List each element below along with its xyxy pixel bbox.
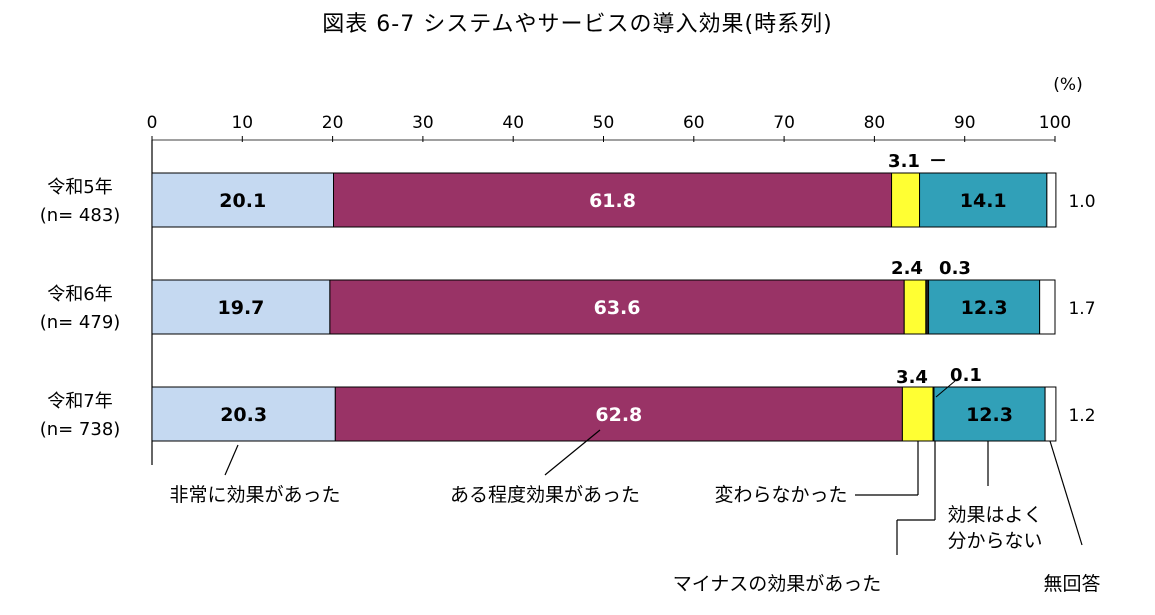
bar-segment — [151, 279, 331, 335]
legend-leader-line — [224, 444, 239, 476]
data-label: 12.3 — [966, 404, 1013, 426]
bar-segment — [151, 386, 336, 442]
data-label: 3.4 — [896, 367, 928, 388]
category-n-label: (n= 479) — [40, 312, 121, 333]
data-label: 2.4 — [891, 258, 923, 279]
x-tick-label: 70 — [773, 113, 795, 133]
x-tick-label: 40 — [502, 113, 524, 133]
category-label: 令和7年 — [47, 391, 112, 412]
bar-segment — [329, 279, 905, 335]
data-label: 1.2 — [1068, 406, 1095, 426]
category-n-label: (n= 738) — [40, 419, 121, 440]
data-label: 1.7 — [1068, 299, 1095, 319]
bar-segment — [901, 386, 934, 442]
x-tick-label: 10 — [231, 113, 253, 133]
bar-segment — [1039, 279, 1056, 335]
data-label: 62.8 — [595, 404, 642, 426]
data-label: 14.1 — [960, 190, 1007, 212]
legend-label: 無回答 — [1043, 573, 1100, 595]
data-label: 1.0 — [1068, 192, 1095, 212]
legend-label: 非常に効果があった — [169, 484, 340, 506]
legend-label: 効果はよく — [947, 504, 1042, 526]
unit-label: (%) — [1053, 75, 1082, 95]
data-label: － — [929, 151, 947, 172]
bar-segment — [333, 172, 893, 228]
bar-segment — [903, 279, 927, 335]
data-label: 63.6 — [594, 297, 641, 319]
data-label: 0.3 — [939, 258, 971, 279]
data-label: 20.3 — [220, 404, 267, 426]
category-label: 令和5年 — [47, 177, 112, 198]
data-label: 19.7 — [218, 297, 265, 319]
x-tick-label: 80 — [864, 113, 886, 133]
bar-segment — [1044, 386, 1057, 442]
legend-label: 分からない — [947, 530, 1042, 552]
x-tick-label: 50 — [593, 113, 615, 133]
category-label: 令和6年 — [47, 284, 112, 305]
x-tick-label: 30 — [412, 113, 434, 133]
bar-segment — [151, 172, 335, 228]
x-tick-label: 20 — [322, 113, 344, 133]
x-tick-label: 100 — [1039, 113, 1071, 133]
x-tick-label: 0 — [147, 113, 158, 133]
data-label: 0.1 — [950, 365, 982, 386]
bar-segment — [928, 279, 1041, 335]
bar-segment — [919, 172, 1048, 228]
legend-label: マイナスの効果があった — [673, 573, 882, 595]
bar-segment — [334, 386, 903, 442]
data-label: 12.3 — [961, 297, 1008, 319]
data-label: 3.1 — [888, 151, 920, 172]
category-n-label: (n= 483) — [40, 205, 121, 226]
legend-leader-line — [544, 429, 601, 476]
bar-segment — [891, 172, 921, 228]
x-tick-label: 90 — [954, 113, 976, 133]
legend-leader-line — [1049, 440, 1083, 546]
legend-label: ある程度効果があった — [450, 484, 640, 506]
bar-segment — [933, 386, 1046, 442]
data-label: 20.1 — [219, 190, 266, 212]
chart-title: 図表 6-7 システムやサービスの導入効果(時系列) — [322, 12, 833, 37]
data-label-leader — [935, 380, 956, 398]
x-tick-label: 60 — [683, 113, 705, 133]
legend-label: 変わらなかった — [714, 484, 847, 506]
data-label: 61.8 — [589, 190, 636, 212]
bar-segment — [1046, 172, 1057, 228]
